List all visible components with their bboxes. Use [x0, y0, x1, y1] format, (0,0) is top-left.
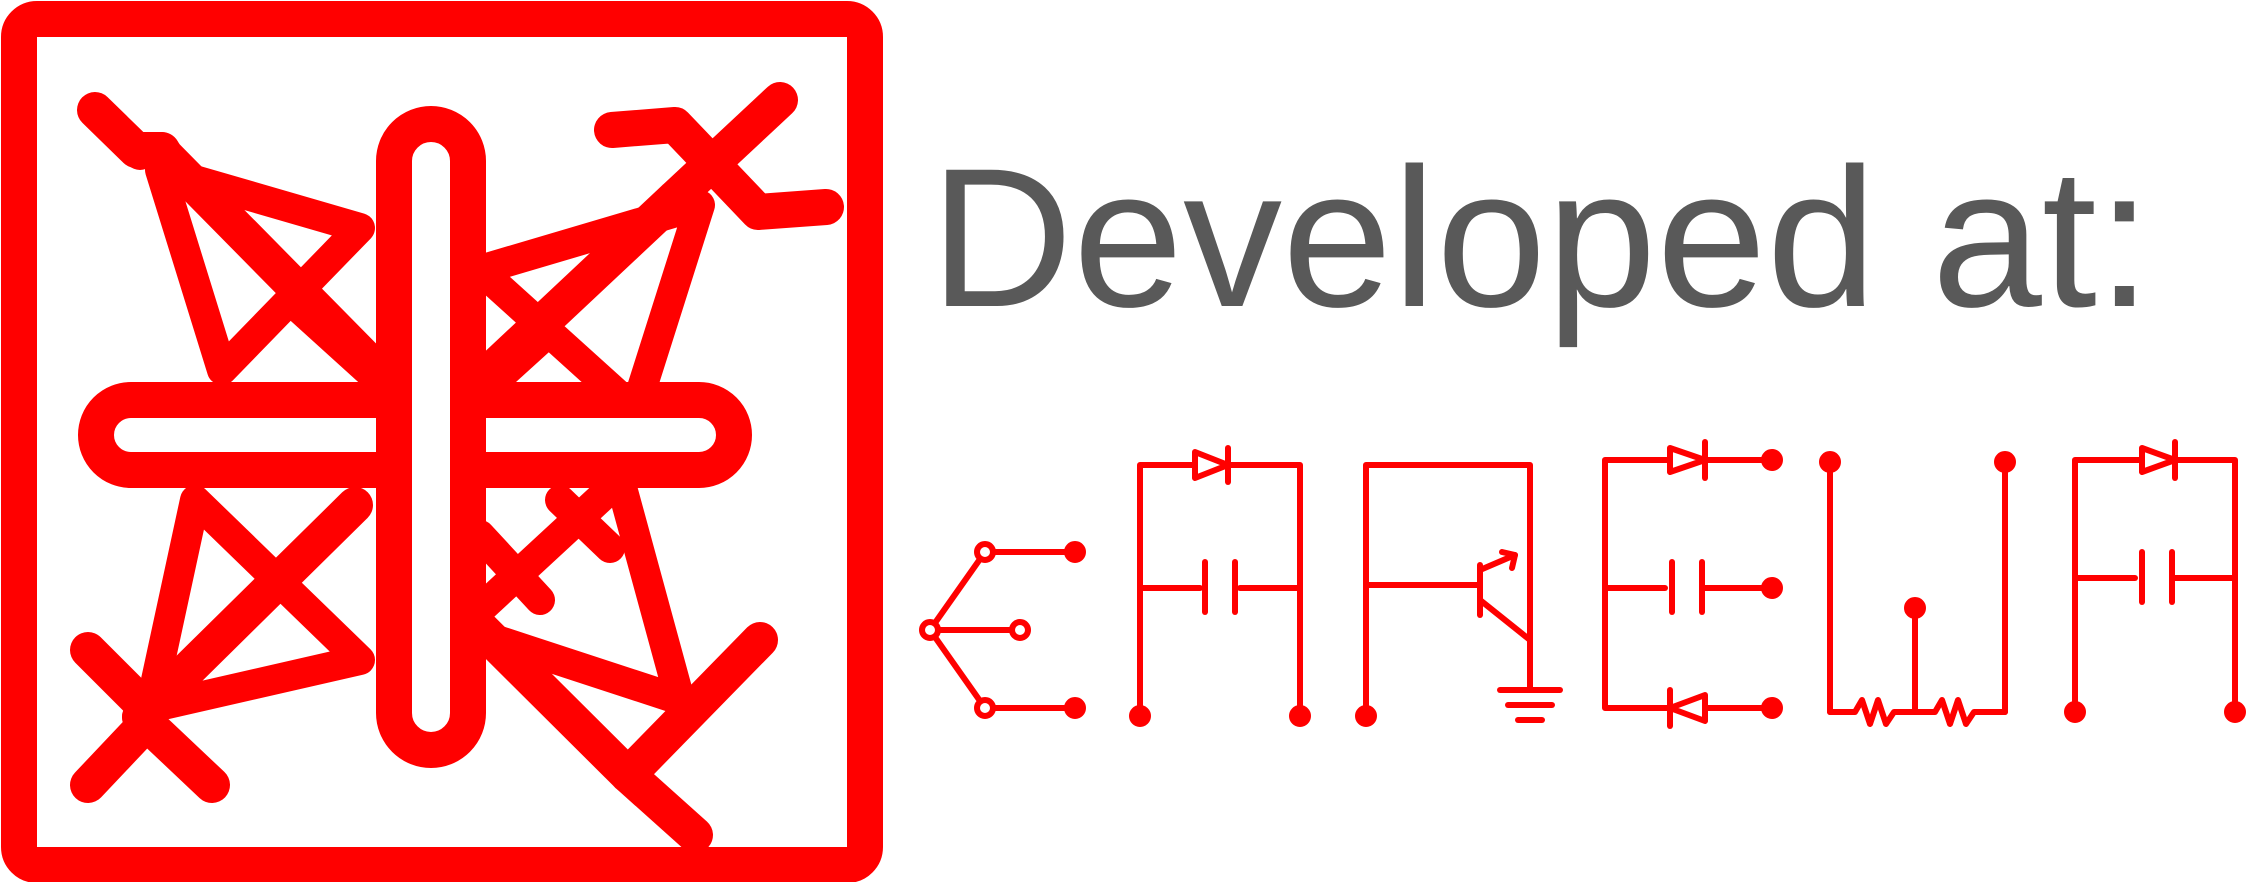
- wordmark-letter-r: [1355, 462, 1563, 727]
- wordmark-letter-a-1: [1129, 445, 1311, 727]
- headline-text: Developed at:: [930, 127, 2152, 348]
- wordmark-letter-c: [919, 541, 1086, 719]
- wordmark-letter-w: [1819, 451, 2016, 727]
- wordmark: [919, 439, 2246, 729]
- wordmark-letter-a-2: [2064, 439, 2246, 723]
- emblem-mark: [1, 1, 883, 882]
- wordmark-letter-e: [1602, 439, 1783, 729]
